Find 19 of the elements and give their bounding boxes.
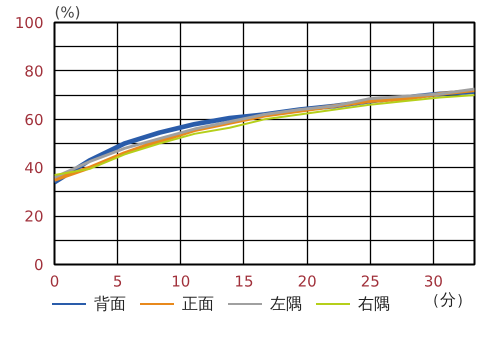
y-tick-label: 60 bbox=[24, 110, 44, 129]
x-tick-label: 30 bbox=[424, 272, 443, 290]
y-tick-label: 80 bbox=[24, 62, 44, 80]
y-axis-title: (%) bbox=[54, 4, 80, 22]
legend-label: 背面 bbox=[94, 293, 126, 315]
x-tick-label: 0 bbox=[50, 272, 60, 290]
legend-label: 正面 bbox=[182, 293, 214, 315]
y-tick-label: 0 bbox=[34, 256, 44, 274]
x-tick-label: 15 bbox=[234, 272, 254, 290]
y-tick-label: 40 bbox=[24, 159, 44, 178]
x-tick-label: 5 bbox=[112, 272, 122, 290]
legend-label: 右隅 bbox=[358, 293, 390, 315]
legend-label: 左隅 bbox=[270, 293, 302, 315]
x-tick-label: 20 bbox=[298, 272, 317, 290]
y-tick-label: 100 bbox=[14, 14, 44, 32]
x-axis-title: （分） bbox=[424, 289, 472, 311]
x-tick-label: 10 bbox=[171, 272, 190, 290]
x-tick-label: 25 bbox=[360, 272, 380, 290]
y-tick-label: 20 bbox=[24, 208, 44, 226]
